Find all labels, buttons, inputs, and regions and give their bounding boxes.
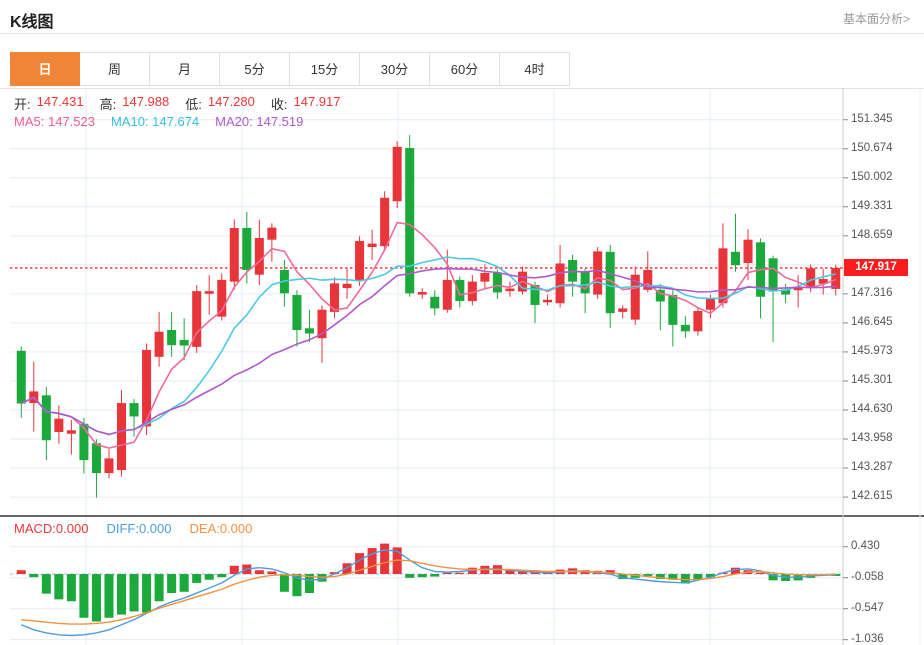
tab-周[interactable]: 周 bbox=[80, 52, 150, 86]
tab-月[interactable]: 月 bbox=[150, 52, 220, 86]
axis-tick-label: 145.973 bbox=[851, 344, 893, 357]
axis-tick-label: -0.547 bbox=[851, 601, 884, 614]
axis-tick-label: 146.645 bbox=[851, 315, 893, 328]
axis-tick-label: 149.331 bbox=[851, 199, 893, 212]
ma20-label: MA20: 147.519 bbox=[215, 114, 304, 129]
ma5-value: 147.523 bbox=[47, 114, 95, 129]
tab-15分[interactable]: 15分 bbox=[290, 52, 360, 86]
quote-close-label: 收: bbox=[270, 97, 288, 112]
ma10-value: 147.674 bbox=[152, 114, 200, 129]
macd-value: 0.000 bbox=[55, 521, 89, 536]
axis-tick-label: 151.345 bbox=[851, 112, 893, 125]
quote-close-value: 147.917 bbox=[293, 94, 341, 109]
axis-tick-label: -1.036 bbox=[851, 632, 884, 645]
quote-high-value: 147.988 bbox=[122, 94, 170, 109]
diff-value: 0.000 bbox=[138, 521, 172, 536]
tab-4时[interactable]: 4时 bbox=[500, 52, 570, 86]
axis-tick-label: 142.615 bbox=[851, 490, 893, 503]
dea-value: 0.000 bbox=[219, 521, 253, 536]
quote-open-label: 开: bbox=[14, 97, 31, 112]
quote-low-value: 147.280 bbox=[207, 94, 255, 109]
macd-legend-row: MACD:0.000 DIFF:0.000 DEA:0.000 bbox=[14, 521, 252, 536]
quote-open-value: 147.431 bbox=[36, 94, 84, 109]
macd-value-label: MACD:0.000 bbox=[14, 521, 89, 536]
period-tabs: 日周月 5分 15分 30分 60分 4时 bbox=[10, 52, 570, 86]
ma10-label: MA10: 147.674 bbox=[110, 114, 200, 129]
axis-tick-label: 148.659 bbox=[851, 228, 893, 241]
chart-top-border bbox=[0, 88, 924, 89]
quote-high-label: 高: bbox=[99, 97, 117, 112]
tab-5分[interactable]: 5分 bbox=[220, 52, 290, 86]
axis-tick-label: 145.301 bbox=[851, 373, 893, 386]
axis-tick-label: 150.002 bbox=[851, 170, 893, 183]
quote-low-label: 低: bbox=[185, 97, 202, 112]
current-price-badge: 147.917 bbox=[844, 259, 908, 277]
header-divider bbox=[0, 33, 924, 34]
ma-legend-row: MA5: 147.523 MA10: 147.674 MA20: 147.519 bbox=[14, 114, 303, 129]
axis-tick-label: 143.287 bbox=[851, 461, 893, 474]
fundamental-analysis-link[interactable]: 基本面分析> bbox=[842, 12, 910, 26]
axis-tick-label: 143.958 bbox=[851, 432, 893, 445]
axis-tick-label: 147.316 bbox=[851, 286, 893, 299]
diff-value-label: DIFF:0.000 bbox=[106, 521, 172, 536]
ma5-label: MA5: 147.523 bbox=[14, 114, 95, 129]
page-title: K线图 bbox=[10, 14, 54, 31]
axis-tick-label: 150.674 bbox=[851, 141, 893, 154]
tab-60分[interactable]: 60分 bbox=[430, 52, 500, 86]
axis-tick-label: -0.058 bbox=[851, 570, 884, 583]
dea-value-label: DEA:0.000 bbox=[189, 521, 253, 536]
axis-tick-label: 0.430 bbox=[851, 539, 880, 552]
quote-row: 开: 147.431 高: 147.988 低: 147.280 收: 147.917 bbox=[14, 94, 351, 113]
axis-tick-label: 144.630 bbox=[851, 402, 893, 415]
ma20-value: 147.519 bbox=[256, 114, 304, 129]
tab-日[interactable]: 日 bbox=[10, 52, 80, 86]
tab-30分[interactable]: 30分 bbox=[360, 52, 430, 86]
